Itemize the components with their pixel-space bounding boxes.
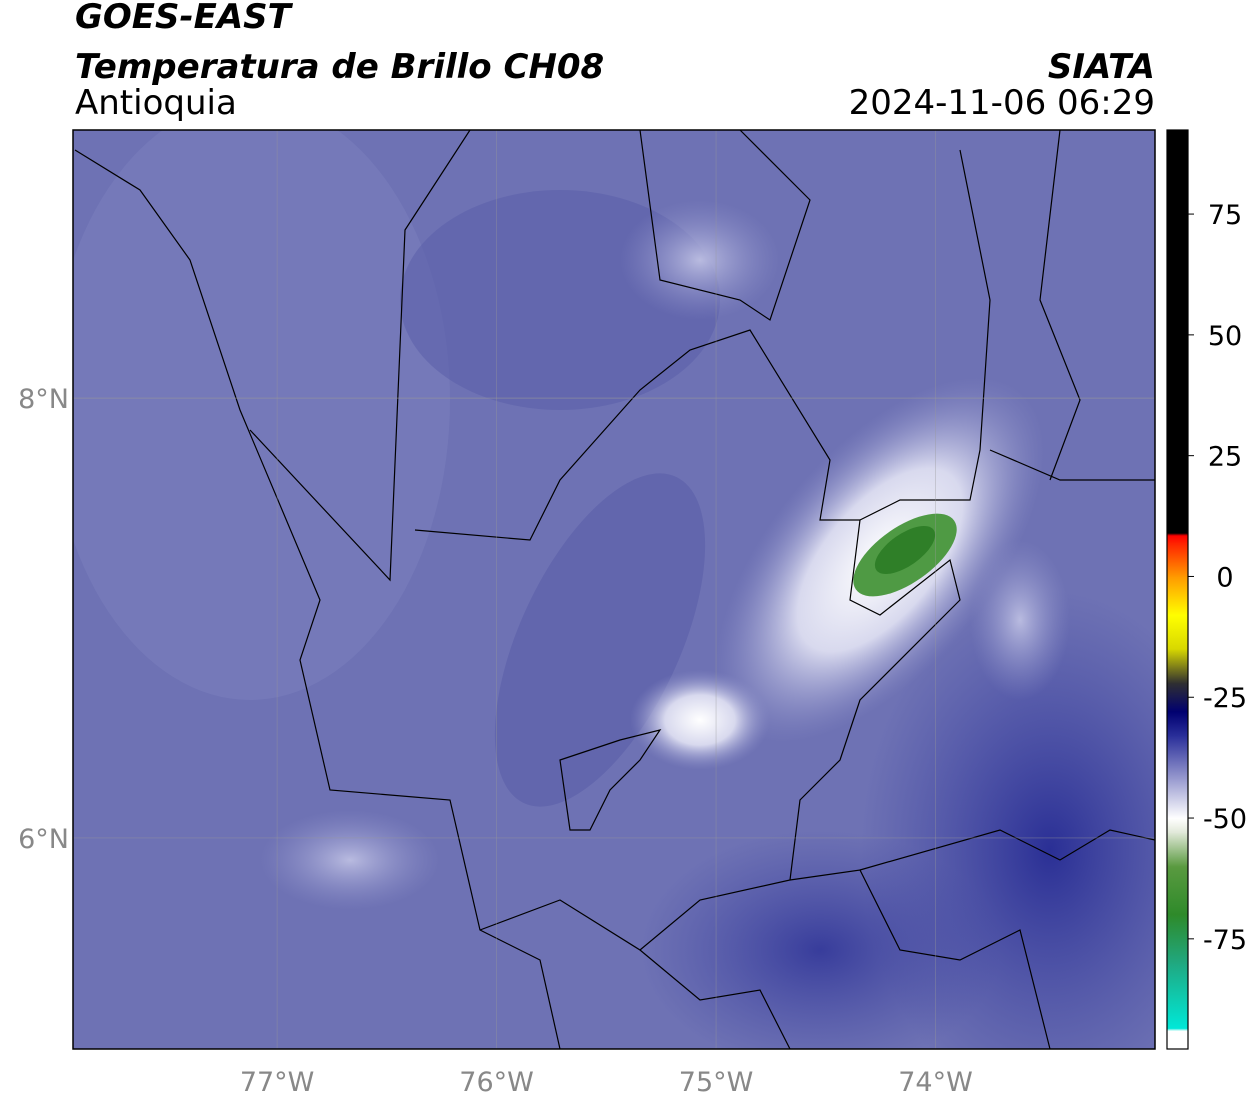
- y-tick-label: 6°N: [18, 824, 69, 855]
- x-tick-label: 77°W: [240, 1067, 315, 1098]
- region: Antioquia: [75, 83, 237, 123]
- colorbar-tick-label: 50: [1208, 321, 1242, 352]
- colorbar-segment: [1167, 615, 1188, 650]
- colorbar-tick-label: -75: [1203, 925, 1247, 956]
- colorbar-segment: [1167, 1028, 1188, 1032]
- x-tick-label: 76°W: [459, 1067, 534, 1098]
- colorbar-segment: [1167, 962, 1188, 1029]
- colorbar-segment: [1167, 832, 1188, 867]
- x-tick-label: 74°W: [898, 1067, 973, 1098]
- satellite-image: [73, 130, 1155, 1049]
- colorbar-segment: [1167, 818, 1188, 834]
- colorbar-tick-label: -50: [1203, 804, 1247, 835]
- colorbar-segment: [1167, 542, 1188, 577]
- colorbar-segment: [1167, 735, 1188, 780]
- colorbar-segment: [1167, 532, 1188, 536]
- colorbar-segment: [1167, 1030, 1188, 1050]
- subtitle: Temperatura de Brillo CH08: [75, 47, 604, 87]
- colorbar-segment: [1167, 648, 1188, 684]
- x-tick-label: 75°W: [679, 1067, 754, 1098]
- colorbar-segment: [1167, 576, 1188, 616]
- colorbar-tick-label: 25: [1208, 442, 1242, 473]
- colorbar-segment: [1167, 866, 1188, 916]
- colorbar-frame: [1166, 129, 1189, 1050]
- timestamp: 2024-11-06 06:29: [849, 83, 1155, 123]
- colorbar-segment: [1167, 914, 1188, 964]
- y-tick-label: 8°N: [18, 384, 69, 415]
- title: GOES-EAST: [75, 0, 294, 37]
- colorbar-tick-label: 75: [1208, 200, 1242, 231]
- colorbar-segment: [1167, 535, 1188, 544]
- colorbar-tick-label: -25: [1203, 683, 1247, 714]
- colorbar-segment: [1167, 130, 1188, 534]
- colorbar-segment: [1167, 779, 1188, 819]
- colorbar-segment: [1167, 711, 1188, 737]
- source: SIATA: [1048, 47, 1155, 87]
- colorbar-tick-label: 0: [1216, 562, 1233, 593]
- map-frame: [72, 129, 1156, 1050]
- colorbar-segment: [1167, 682, 1188, 713]
